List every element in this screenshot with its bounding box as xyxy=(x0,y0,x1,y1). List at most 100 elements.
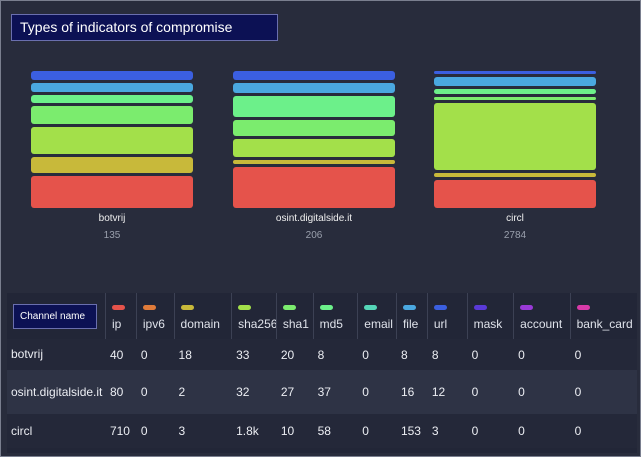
column-header-file[interactable]: file xyxy=(395,293,427,339)
stack-segment-url[interactable] xyxy=(233,71,395,80)
column-header-label: sha1 xyxy=(282,317,309,331)
value-cell-domain: 3 xyxy=(173,414,232,448)
table-header-row: ip ipv6 domain sha256 sha1 md5 email file url mas… xyxy=(7,293,637,339)
stack-segment-sha1[interactable] xyxy=(434,96,596,100)
stack-segment-ip[interactable] xyxy=(31,175,193,208)
stack-segment-sha1[interactable] xyxy=(31,106,193,124)
column-header-label: sha256 xyxy=(238,317,278,331)
ioc-table: ip ipv6 domain sha256 sha1 md5 email file url mas… xyxy=(7,293,637,448)
legend-swatch-icon xyxy=(282,305,296,310)
value-cell-account: 0 xyxy=(513,370,570,414)
legend-swatch-icon xyxy=(142,305,156,310)
value-cell-email: 0 xyxy=(357,414,396,448)
column-header-cell: bank_card xyxy=(569,293,637,339)
column-header-mask[interactable]: mask xyxy=(466,293,514,339)
table-row[interactable]: botvrij 40 0 18 33 20 8 0 8 8 0 0 0 xyxy=(7,339,637,370)
column-header-domain[interactable]: domain xyxy=(173,293,232,339)
column-header-label: file xyxy=(402,317,419,331)
column-header-cell: mask xyxy=(466,293,514,339)
stack-segment-md5[interactable] xyxy=(233,96,395,117)
value-cell-bank-card: 0 xyxy=(569,370,637,414)
table-row[interactable]: osint.digitalside.it 80 0 2 32 27 37 0 16 12 0 0 0 xyxy=(7,370,637,414)
stack-label: circl xyxy=(506,213,524,224)
value-cell-file: 8 xyxy=(395,339,427,370)
value-cell-domain: 2 xyxy=(173,370,232,414)
column-header-cell: url xyxy=(426,293,467,339)
value-cell-bank-card: 0 xyxy=(569,339,637,370)
column-header-cell: sha256 xyxy=(231,293,278,339)
column-header-label: ipv6 xyxy=(142,317,165,331)
value-cell-file: 153 xyxy=(395,414,427,448)
value-cell-ip: 710 xyxy=(104,414,136,448)
panel-title: Types of indicators of compromise xyxy=(11,14,278,41)
stack-segment-md5[interactable] xyxy=(31,94,193,104)
value-cell-ip: 40 xyxy=(104,339,136,370)
channel-column-header xyxy=(7,293,105,339)
column-header-label: account xyxy=(520,317,563,331)
column-header-bank-card[interactable]: bank_card xyxy=(569,293,637,339)
stack-segment-sha256[interactable] xyxy=(434,103,596,171)
stack-segment-ip[interactable] xyxy=(233,166,395,208)
column-header-cell: file xyxy=(395,293,427,339)
stack-segment-sha256[interactable] xyxy=(233,138,395,157)
legend-swatch-icon xyxy=(180,305,194,310)
legend-swatch-icon xyxy=(433,305,447,310)
legend-swatch-icon xyxy=(111,305,125,310)
value-cell-mask: 0 xyxy=(466,370,514,414)
value-cell-ipv6: 0 xyxy=(135,370,174,414)
column-header-cell: domain xyxy=(173,293,232,339)
stack-segment-file[interactable] xyxy=(434,77,596,86)
column-header-sha1[interactable]: sha1 xyxy=(275,293,313,339)
stack-total: 2784 xyxy=(503,230,527,241)
column-header-account[interactable]: account xyxy=(513,293,569,339)
value-cell-bank-card: 0 xyxy=(569,414,637,448)
stack-total: 206 xyxy=(305,230,323,241)
stack-segment-url[interactable] xyxy=(434,71,596,75)
table-row[interactable]: circl 710 0 3 1.8k 10 58 0 153 3 0 0 0 xyxy=(7,414,637,448)
value-cell-md5: 37 xyxy=(312,370,358,414)
column-header-url[interactable]: url xyxy=(426,293,467,339)
value-cell-account: 0 xyxy=(513,339,570,370)
column-header-label: domain xyxy=(180,317,220,331)
legend-swatch-icon xyxy=(473,305,487,310)
stack-segment-file[interactable] xyxy=(233,82,395,94)
value-cell-sha256: 32 xyxy=(231,370,276,414)
column-header-label: md5 xyxy=(319,317,343,331)
value-cell-url: 12 xyxy=(426,370,467,414)
column-header-cell: ip xyxy=(104,293,136,339)
value-cell-account: 0 xyxy=(513,414,570,448)
stack-segment-ip[interactable] xyxy=(434,179,596,208)
stack-label: osint.digitalside.it xyxy=(275,213,353,224)
legend-swatch-icon xyxy=(402,305,416,310)
channel-name-cell: osint.digitalside.it xyxy=(7,370,105,414)
stack-segment-sha1[interactable] xyxy=(233,119,395,136)
column-header-cell: sha1 xyxy=(275,293,313,339)
value-cell-ipv6: 0 xyxy=(135,339,174,370)
column-header-sha256[interactable]: sha256 xyxy=(231,293,278,339)
stack-segment-domain[interactable] xyxy=(434,173,596,177)
column-header-email[interactable]: email xyxy=(357,293,396,339)
stack-segment-url[interactable] xyxy=(31,71,193,80)
stack-segment-domain[interactable] xyxy=(233,159,395,164)
column-header-ip[interactable]: ip xyxy=(104,293,136,339)
stack-segment-sha256[interactable] xyxy=(31,126,193,154)
value-cell-email: 0 xyxy=(357,370,396,414)
value-cell-md5: 8 xyxy=(312,339,358,370)
column-header-ipv6[interactable]: ipv6 xyxy=(135,293,174,339)
channel-name-cell: botvrij xyxy=(7,339,105,370)
column-header-cell: md5 xyxy=(312,293,358,339)
legend-swatch-icon xyxy=(520,305,534,310)
stack-segment-md5[interactable] xyxy=(434,88,596,94)
column-header-cell: ipv6 xyxy=(135,293,174,339)
column-header-md5[interactable]: md5 xyxy=(312,293,358,339)
channel-name-header: Channel name xyxy=(13,304,97,329)
stack-segment-file[interactable] xyxy=(31,82,193,92)
column-header-cell: account xyxy=(513,293,569,339)
value-cell-sha256: 33 xyxy=(231,339,276,370)
stack-segment-domain[interactable] xyxy=(31,156,193,173)
value-cell-ip: 80 xyxy=(104,370,136,414)
legend-swatch-icon xyxy=(576,305,590,310)
value-cell-sha1: 20 xyxy=(275,339,313,370)
value-cell-sha1: 27 xyxy=(275,370,313,414)
